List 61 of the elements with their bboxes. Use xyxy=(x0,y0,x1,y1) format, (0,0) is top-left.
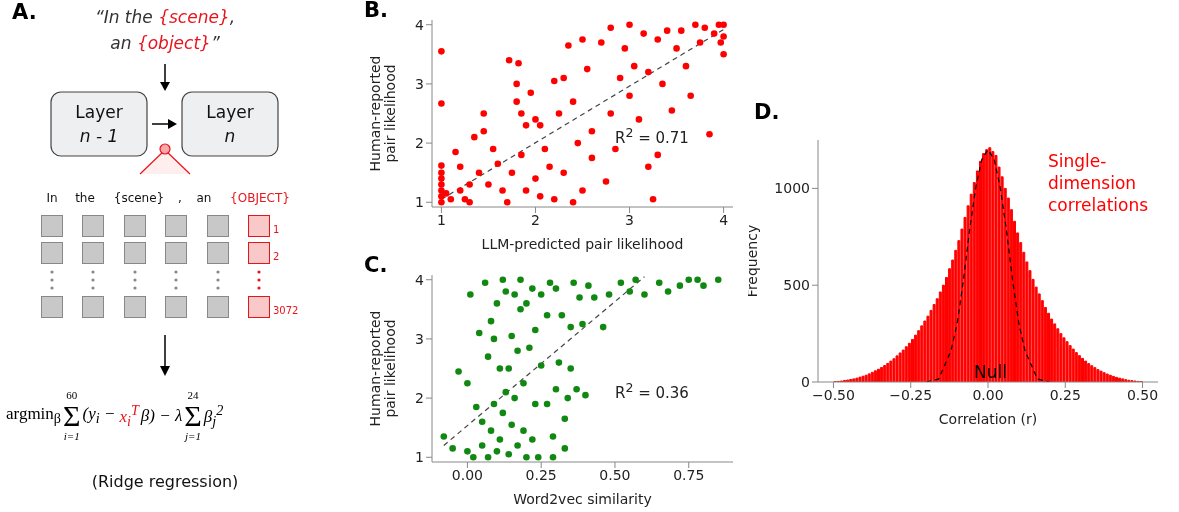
chart-title: B. xyxy=(364,0,388,22)
text: (y$_{i}$ − xyxy=(82,404,116,428)
text: the xyxy=(75,191,95,205)
y-tick-label: 500 xyxy=(783,277,810,294)
text: Layer xyxy=(205,101,255,124)
x-tick-label: −0.50 xyxy=(812,386,855,403)
text: 60 xyxy=(66,389,78,401)
text: 24 xyxy=(187,389,199,401)
text: Σ xyxy=(63,399,81,432)
text: 1 xyxy=(273,224,280,235)
text: Layer xyxy=(74,101,124,124)
text: {OBJECT} xyxy=(229,191,291,205)
text: In xyxy=(46,191,58,205)
text: Σ xyxy=(184,399,202,432)
text: j=1 xyxy=(184,430,201,442)
x-tick-label: 0.00 xyxy=(451,466,483,483)
x-axis-title: Correlation (r) xyxy=(938,411,1038,427)
y-tick-label: 4 xyxy=(415,271,425,288)
text: an {object}” xyxy=(110,33,220,53)
x-tick-label: −0.25 xyxy=(889,386,933,403)
chart-title: D. xyxy=(754,100,780,124)
x-tick-label: 0.50 xyxy=(1126,386,1159,403)
annotation: R$^{2}$ = 0.36 xyxy=(615,380,689,402)
x-tick-label: 0.25 xyxy=(525,466,557,483)
y-tick-label: 0 xyxy=(801,373,810,390)
text: an xyxy=(196,191,212,205)
text: A. xyxy=(12,0,37,24)
chart-title: C. xyxy=(364,253,388,277)
x-tick-label: 0.25 xyxy=(1049,386,1081,403)
x-tick-label: 2 xyxy=(531,211,540,228)
x-axis-title: Word2vec similarity xyxy=(513,491,652,507)
text: (Ridge regression) xyxy=(90,472,240,491)
y-axis-title: Human-reported pair likelihood xyxy=(367,55,398,172)
x-tick-label: 4 xyxy=(719,211,729,228)
y-tick-label: 4 xyxy=(415,16,425,33)
y-axis-title: Human-reported pair likelihood xyxy=(367,310,398,427)
x-tick-label: 3 xyxy=(625,211,634,228)
y-tick-label: 2 xyxy=(415,135,424,152)
text: n xyxy=(223,125,237,148)
x-axis-title: LLM-predicted pair likelihood xyxy=(481,236,684,252)
text: argmin$_{β}$ xyxy=(6,404,62,428)
text: β) − λ xyxy=(140,406,183,426)
text: , xyxy=(178,191,182,205)
annotation: R$^{2}$ = 0.71 xyxy=(615,125,689,147)
text: 2 xyxy=(273,251,280,262)
series-label: Null xyxy=(974,362,1007,382)
text: {scene} xyxy=(112,191,166,205)
x-tick-label: 1 xyxy=(436,211,446,228)
x-tick-label: 0.50 xyxy=(599,466,631,483)
x-tick-label: 0.75 xyxy=(673,466,705,483)
y-tick-label: 3 xyxy=(415,330,424,347)
text: “In the {scene}, xyxy=(94,7,236,27)
x-tick-label: 0.00 xyxy=(972,386,1004,403)
y-tick-label: 1 xyxy=(415,194,424,211)
text: 3072 xyxy=(273,305,299,316)
text: n - 1 xyxy=(78,125,120,148)
y-tick-label: 3 xyxy=(415,75,424,92)
text: i=1 xyxy=(63,430,80,442)
series-label: Single-dimension correlations xyxy=(1048,150,1150,216)
y-tick-label: 1000 xyxy=(774,180,810,197)
y-tick-label: 1 xyxy=(415,449,424,466)
